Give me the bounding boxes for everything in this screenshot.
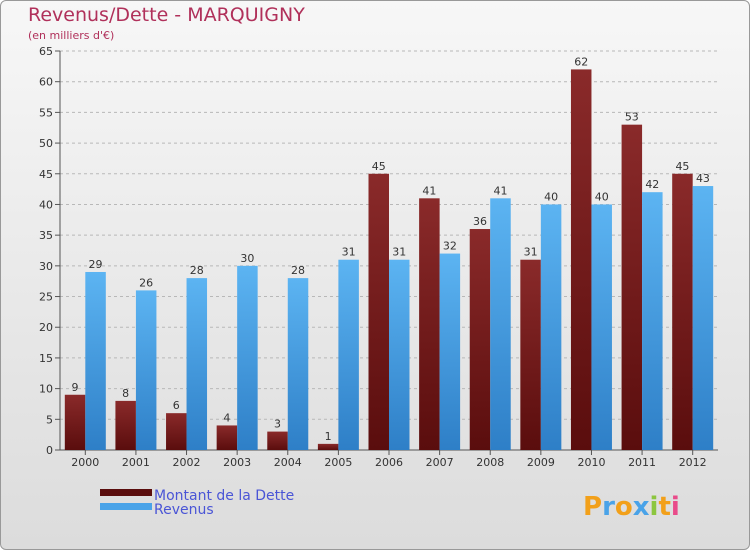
bar-dette (469, 229, 491, 450)
bar-dette (216, 425, 238, 450)
x-tick-label: 2008 (476, 456, 504, 469)
data-label: 42 (645, 178, 659, 191)
data-label: 30 (240, 252, 254, 265)
data-label: 6 (173, 399, 180, 412)
x-tick-label: 2007 (426, 456, 454, 469)
bar-revenus (692, 186, 714, 451)
y-tick-label: 25 (39, 291, 53, 304)
y-tick-label: 35 (39, 229, 53, 242)
x-tick-label: 2010 (577, 456, 605, 469)
data-label: 8 (122, 387, 129, 400)
bar-revenus (338, 259, 359, 450)
y-tick-label: 30 (39, 260, 53, 273)
data-label: 28 (291, 264, 305, 277)
data-label: 4 (223, 411, 230, 424)
bar-dette (64, 394, 86, 450)
data-label: 43 (696, 172, 710, 185)
y-tick-label: 20 (39, 321, 53, 334)
data-label: 45 (675, 160, 689, 173)
y-tick-label: 0 (46, 444, 53, 457)
data-label: 1 (325, 430, 332, 443)
data-label: 41 (422, 184, 436, 197)
x-tick-label: 2009 (527, 456, 555, 469)
x-tick-label: 2006 (375, 456, 403, 469)
y-tick-label: 40 (39, 198, 53, 211)
data-label: 62 (574, 55, 588, 68)
legend-swatch-revenus (100, 503, 152, 510)
x-tick-label: 2001 (122, 456, 150, 469)
proxiti-logo: Proxiti (583, 492, 680, 522)
y-tick-label: 5 (46, 413, 53, 426)
x-tick-label: 2005 (324, 456, 352, 469)
data-label: 32 (443, 240, 457, 253)
x-tick-label: 2011 (628, 456, 656, 469)
bar-revenus (135, 290, 157, 450)
y-tick-label: 45 (39, 168, 53, 181)
bar-revenus (540, 204, 562, 450)
data-label: 26 (139, 276, 153, 289)
y-tick-label: 15 (39, 352, 53, 365)
data-label: 53 (625, 111, 639, 124)
bar-dette (520, 259, 541, 450)
bar-revenus (237, 265, 258, 450)
x-tick-label: 2003 (223, 456, 251, 469)
legend-label-revenus: Revenus (154, 502, 214, 518)
bar-revenus (591, 204, 612, 450)
data-label: 36 (473, 215, 487, 228)
chart-title: Revenus/Dette - MARQUIGNY (28, 4, 305, 26)
legend-swatch-debt (100, 489, 152, 496)
data-label: 31 (524, 246, 538, 259)
proxiti-logo-text: Proxiti (583, 492, 680, 522)
x-tick-label: 2012 (679, 456, 707, 469)
data-label: 41 (493, 184, 507, 197)
bar-dette (115, 400, 136, 450)
bar-dette (570, 69, 592, 451)
x-tick-label: 2000 (71, 456, 99, 469)
legend-label-debt: Montant de la Dette (154, 488, 294, 504)
bar-revenus (85, 271, 106, 450)
bar-dette (672, 173, 693, 450)
data-label: 3 (274, 418, 281, 431)
bar-dette (166, 413, 187, 450)
bar-dette (621, 124, 643, 451)
y-tick-label: 60 (39, 76, 53, 89)
data-label: 31 (392, 246, 406, 259)
bar-dette (267, 431, 288, 450)
x-tick-label: 2002 (173, 456, 201, 469)
y-tick-label: 55 (39, 106, 53, 119)
y-tick-label: 50 (39, 137, 53, 150)
chart-subtitle: (en milliers d'€) (28, 29, 115, 42)
bar-revenus (186, 278, 208, 450)
bar-revenus (490, 198, 511, 450)
bar-revenus (389, 259, 410, 450)
x-tick-label: 2004 (274, 456, 302, 469)
data-label: 31 (342, 246, 356, 259)
bar-revenus (642, 192, 663, 450)
data-label: 40 (595, 190, 609, 203)
data-label: 29 (89, 258, 103, 271)
bar-revenus (287, 278, 309, 450)
data-label: 40 (544, 190, 558, 203)
bar-revenus (439, 253, 461, 450)
data-label: 45 (372, 160, 386, 173)
bar-dette (419, 198, 440, 450)
bar-dette (368, 173, 389, 450)
bar-dette (317, 443, 339, 450)
y-tick-label: 65 (39, 45, 53, 58)
data-label: 28 (190, 264, 204, 277)
data-label: 9 (72, 381, 79, 394)
y-tick-label: 10 (39, 383, 53, 396)
